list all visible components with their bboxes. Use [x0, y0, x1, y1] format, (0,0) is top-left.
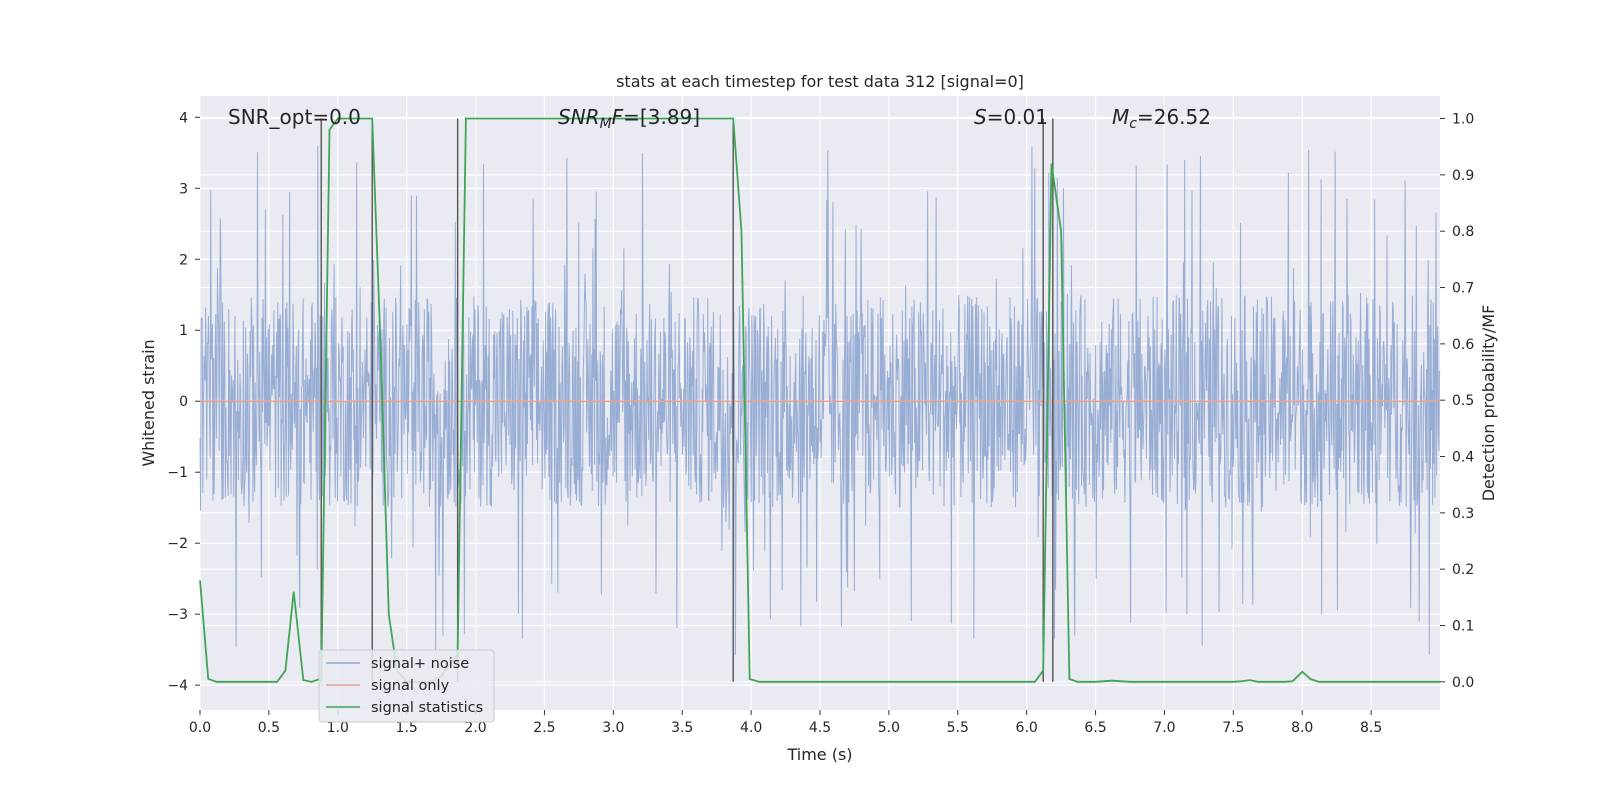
annotation-mc: Mc=26.52 — [1112, 105, 1211, 132]
snr-mf-sub: M — [600, 116, 612, 132]
y-axis-label-left: Whitened strain — [139, 339, 158, 466]
x-tick-label: 1.5 — [396, 720, 418, 736]
noise-trace — [199, 146, 1441, 656]
mc-rest: =26.52 — [1137, 105, 1211, 129]
y-right-tick-label: 0.7 — [1452, 281, 1474, 297]
chart-title: stats at each timestep for test data 312… — [616, 72, 1024, 91]
x-tick-label: 6.0 — [1016, 720, 1038, 736]
y-right-tick-label: 0.1 — [1452, 619, 1474, 635]
y-right-tick-label: 0.3 — [1452, 506, 1474, 522]
x-tick-label: 5.5 — [947, 720, 969, 736]
x-tick-label: 7.5 — [1222, 720, 1244, 736]
snr-mf-italic: SNR — [558, 105, 600, 129]
y-left-tick-label: −3 — [167, 607, 188, 623]
y-left-tick-label: 4 — [179, 110, 188, 126]
y-right-tick-label: 0.5 — [1452, 393, 1474, 409]
signal-statistics-series — [199, 117, 1440, 683]
s-italic: S — [974, 105, 987, 129]
mc-sub: c — [1129, 116, 1137, 132]
y-right-tick-label: 0.6 — [1452, 337, 1474, 353]
axis-ticks: 0.0 0.5 1.0 1.5 2.0 2.5 3.0 3.5 4.0 4.5 5.0 5.5 6.0 6… — [167, 110, 1474, 736]
y-left-tick-label: −4 — [167, 678, 188, 694]
x-tick-label: 0.0 — [189, 720, 211, 736]
legend: signal+ noise signal only signal statist… — [318, 649, 495, 723]
annotation-snr-mf: SNRMF=[3.89] — [558, 105, 700, 132]
x-tick-label: 7.0 — [1153, 720, 1175, 736]
legend-box — [318, 649, 495, 723]
x-tick-label: 3.0 — [602, 720, 624, 736]
snr-mf-italic2: F — [612, 105, 624, 129]
y-left-tick-label: 3 — [179, 181, 188, 197]
x-tick-label: 8.0 — [1291, 720, 1313, 736]
y-left-tick-label: 1 — [179, 323, 188, 339]
statistics-line — [199, 117, 1440, 683]
x-tick-label: 2.0 — [464, 720, 486, 736]
x-tick-label: 3.5 — [671, 720, 693, 736]
legend-label-statistics: signal statistics — [371, 700, 483, 716]
y-right-tick-label: 0.4 — [1452, 450, 1474, 466]
y-right-tick-label: 0.2 — [1452, 562, 1474, 578]
x-tick-label: 4.5 — [809, 720, 831, 736]
s-rest: =0.01 — [987, 105, 1048, 129]
vertical-markers — [320, 118, 1054, 682]
x-tick-label: 4.0 — [740, 720, 762, 736]
x-tick-label: 5.0 — [878, 720, 900, 736]
legend-label-noise: signal+ noise — [371, 656, 469, 672]
y-left-tick-label: 0 — [179, 394, 188, 410]
annotation-s: S=0.01 — [974, 105, 1048, 129]
x-tick-label: 8.5 — [1360, 720, 1382, 736]
x-tick-label: 2.5 — [533, 720, 555, 736]
y-axis-label-right: Detection probability/MF — [1479, 305, 1498, 502]
y-right-tick-label: 0.0 — [1452, 675, 1474, 691]
y-left-tick-label: −2 — [167, 536, 188, 552]
snr-mf-rest: =[3.89] — [623, 105, 700, 129]
signal-noise-series — [199, 146, 1441, 656]
y-right-tick-label: 1.0 — [1452, 112, 1474, 128]
y-left-tick-label: 2 — [179, 252, 188, 268]
y-right-tick-label: 0.8 — [1452, 224, 1474, 240]
x-tick-label: 0.5 — [258, 720, 280, 736]
x-tick-label: 1.0 — [327, 720, 349, 736]
x-tick-label: 6.5 — [1084, 720, 1106, 736]
y-right-tick-label: 0.9 — [1452, 168, 1474, 184]
annotation-snr-opt: SNR_opt=0.0 — [228, 105, 361, 129]
x-axis-label: Time (s) — [786, 745, 852, 764]
y-left-tick-label: −1 — [167, 465, 188, 481]
legend-label-signal-only: signal only — [371, 678, 450, 694]
mc-italic: M — [1112, 105, 1129, 129]
